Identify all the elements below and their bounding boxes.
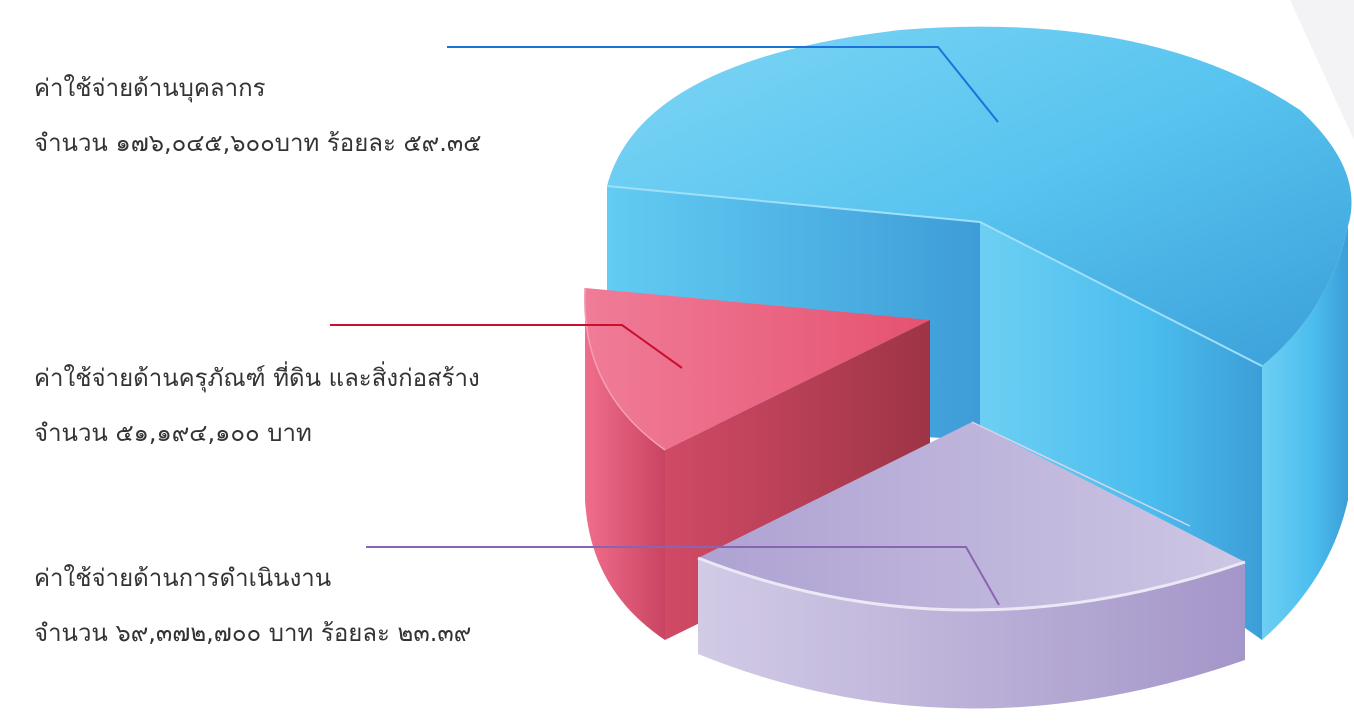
label-personnel-amount: จำนวน ๑๗๖,๐๔๕,๖๐๐บาท ร้อยละ ๕๙.๓๕ [34, 129, 482, 157]
slice-operations [697, 421, 1246, 709]
background-corner-shade [1290, 0, 1354, 140]
label-personnel: ค่าใช้จ่ายด้านบุคลากร จำนวน ๑๗๖,๐๔๕,๖๐๐บ… [34, 61, 481, 171]
label-equipment: ค่าใช้จ่ายด้านครุภัณฑ์ ที่ดิน และสิ่งก่อ… [34, 351, 480, 461]
label-operations: ค่าใช้จ่ายด้านการดำเนินงาน จำนวน ๖๙,๓๗๒,… [34, 551, 471, 661]
label-operations-name: ค่าใช้จ่ายด้านการดำเนินงาน [34, 564, 332, 592]
leader-line-operations [366, 546, 1000, 606]
leader-line-equipment [330, 324, 683, 369]
label-personnel-name: ค่าใช้จ่ายด้านบุคลากร [34, 74, 266, 102]
label-equipment-name: ค่าใช้จ่ายด้านครุภัณฑ์ ที่ดิน และสิ่งก่อ… [34, 364, 480, 392]
leader-line-personnel [447, 46, 999, 123]
label-operations-amount: จำนวน ๖๙,๓๗๒,๗๐๐ บาท ร้อยละ ๒๓.๓๙ [34, 619, 472, 647]
label-equipment-amount: จำนวน ๕๑,๑๙๔,๑๐๐ บาท [34, 419, 312, 447]
